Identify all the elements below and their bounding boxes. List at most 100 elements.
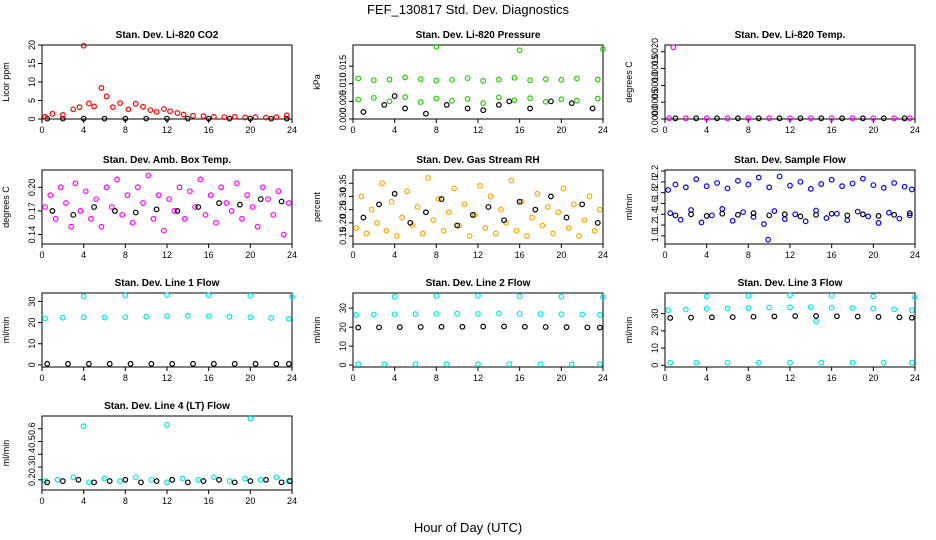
data-point — [360, 214, 367, 221]
points-group — [665, 292, 918, 366]
data-point — [140, 200, 146, 206]
x-tick-label: 24 — [287, 125, 297, 135]
data-point — [275, 188, 282, 195]
data-point — [242, 475, 249, 482]
data-point — [213, 219, 219, 226]
data-point — [870, 182, 877, 189]
y-axis-label: ml/min — [312, 317, 322, 344]
x-tick-label: 20 — [868, 373, 878, 383]
data-point — [85, 479, 92, 486]
data-point — [828, 210, 835, 217]
points-group — [353, 175, 603, 239]
y-tick-label: 30 — [27, 296, 37, 306]
y-axis-label: degrees C — [1, 186, 11, 228]
x-tick-label: 16 — [515, 125, 525, 135]
series-upper-band — [355, 74, 601, 84]
data-point — [667, 315, 674, 321]
data-point — [682, 184, 689, 191]
x-tick-label: 20 — [556, 373, 566, 383]
y-tick-label: 0.30 — [338, 188, 348, 206]
data-point — [383, 227, 390, 234]
data-point — [542, 98, 549, 105]
data-point — [495, 102, 502, 108]
data-point — [539, 222, 546, 229]
data-point — [132, 209, 139, 216]
data-point — [506, 361, 513, 368]
x-tick-label: 16 — [515, 250, 525, 260]
data-point — [257, 476, 264, 483]
data-point — [724, 115, 731, 122]
x-tick-label: 20 — [245, 250, 255, 260]
data-point — [596, 361, 603, 368]
data-point — [544, 204, 551, 210]
y-tick-label: 0.015 — [338, 55, 348, 78]
panel-title: Stan. Dev. Line 2 Flow — [426, 278, 531, 289]
plot-frame — [352, 292, 604, 368]
data-point — [148, 476, 155, 483]
data-point — [252, 360, 259, 367]
data-point — [735, 115, 741, 122]
data-point — [596, 324, 603, 331]
y-axis-label: ml/min — [1, 317, 11, 344]
data-point — [729, 314, 736, 320]
data-point — [792, 313, 799, 319]
data-point — [708, 212, 715, 219]
data-point — [558, 96, 565, 103]
data-point — [75, 476, 82, 483]
data-point — [475, 310, 481, 317]
data-point — [132, 474, 139, 481]
data-point — [391, 93, 398, 99]
data-point — [516, 47, 523, 54]
data-point — [80, 423, 87, 430]
data-point — [192, 204, 199, 210]
data-point — [85, 360, 92, 367]
y-tick-label: 0.3 — [27, 461, 37, 474]
data-point — [76, 104, 83, 111]
data-point — [101, 475, 108, 482]
data-point — [870, 305, 877, 312]
data-point — [875, 213, 882, 219]
y-tick-label: 0.010 — [338, 72, 348, 95]
y-tick-label: 0.4 — [27, 448, 37, 461]
data-point — [353, 311, 360, 318]
data-point — [103, 93, 110, 100]
data-point — [285, 200, 292, 206]
y-tick-label: 10 — [27, 77, 37, 87]
data-point — [414, 204, 421, 210]
data-point — [147, 107, 154, 114]
data-point — [145, 172, 152, 179]
data-point — [456, 222, 463, 229]
data-point — [164, 422, 170, 428]
y-tick-label: 0.20 — [338, 214, 348, 232]
data-point — [402, 74, 408, 81]
data-point — [164, 479, 170, 486]
x-tick-label: 8 — [123, 496, 128, 506]
data-point — [59, 314, 66, 321]
data-point — [155, 192, 162, 199]
y-axis-label: ml/min — [624, 317, 634, 344]
data-point — [65, 360, 71, 367]
y-tick-label: 1.2 — [650, 219, 660, 232]
data-point — [870, 293, 877, 300]
data-point — [425, 175, 431, 181]
data-point — [534, 190, 541, 197]
data-point — [880, 184, 887, 191]
data-point — [210, 113, 217, 120]
series-outliers — [433, 43, 606, 54]
y-tick-label: 2.0 — [650, 176, 660, 189]
data-point — [148, 360, 155, 367]
data-point — [581, 217, 588, 224]
data-point — [376, 324, 382, 331]
series-reference — [667, 312, 915, 321]
data-point — [740, 209, 747, 216]
data-point — [823, 215, 830, 221]
data-point — [417, 99, 424, 105]
y-tick-label: 10 — [338, 341, 348, 351]
panel-title: Stan. Dev. Gas Stream RH — [416, 155, 539, 166]
x-tick-label: 24 — [287, 496, 297, 506]
x-tick-label: 0 — [39, 250, 44, 260]
data-point — [787, 115, 793, 122]
y-tick-label: 30 — [650, 309, 660, 319]
data-point — [59, 115, 66, 122]
